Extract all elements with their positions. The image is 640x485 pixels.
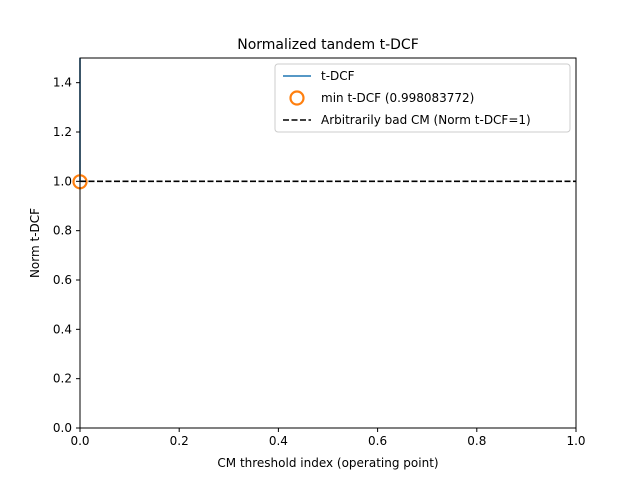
y-tick-label: 0.8: [53, 224, 72, 238]
x-tick-label: 0.2: [170, 434, 189, 448]
x-tick-label: 1.0: [566, 434, 585, 448]
y-tick-label: 0.0: [53, 421, 72, 435]
y-tick-label: 0.4: [53, 322, 72, 336]
x-tick-label: 0.4: [269, 434, 288, 448]
plot-frame: [79, 57, 577, 429]
x-tick-label: 0.0: [70, 434, 89, 448]
legend-label: min t-DCF (0.998083772): [321, 91, 474, 105]
legend-label: Arbitrarily bad CM (Norm t-DCF=1): [321, 113, 531, 127]
y-tick-label: 1.4: [53, 76, 72, 90]
legend-marker-handle: [289, 90, 305, 106]
tick-layer: 0.0 0.2 0.4 0.6 0.8 1.0 0.0 0.2 0.4 0.6 0.8 1.0 1.2 1…: [53, 76, 586, 448]
y-tick-label: 1.0: [53, 174, 72, 188]
y-tick-label: 0.2: [53, 372, 72, 386]
y-axis-label: Norm t-DCF: [28, 208, 42, 278]
chart-title: Normalized tandem t-DCF: [237, 37, 419, 53]
x-tick-label: 0.6: [368, 434, 387, 448]
legend-box: [274, 63, 571, 133]
x-tick-label: 0.8: [467, 434, 486, 448]
legend: t-DCF min t-DCF (0.998083772) Arbitrarily …: [274, 63, 571, 133]
y-tick-label: 1.2: [53, 125, 72, 139]
x-axis-label: CM threshold index (operating point): [217, 456, 438, 470]
legend-label: t-DCF: [321, 69, 355, 83]
y-tick-label: 0.6: [53, 273, 72, 287]
